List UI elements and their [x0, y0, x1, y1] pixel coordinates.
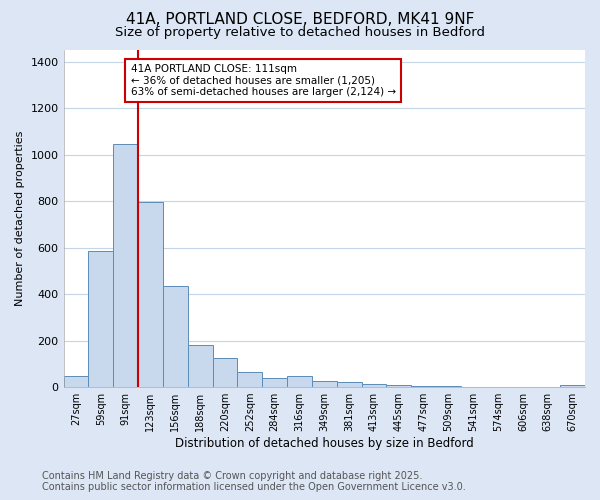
- Bar: [560, 385, 585, 387]
- X-axis label: Distribution of detached houses by size in Bedford: Distribution of detached houses by size …: [175, 437, 473, 450]
- Bar: [362, 384, 386, 387]
- Text: Size of property relative to detached houses in Bedford: Size of property relative to detached ho…: [115, 26, 485, 39]
- Bar: [138, 202, 163, 387]
- Bar: [212, 358, 238, 387]
- Text: Contains HM Land Registry data © Crown copyright and database right 2025.
Contai: Contains HM Land Registry data © Crown c…: [42, 471, 466, 492]
- Bar: [337, 382, 362, 387]
- Bar: [386, 385, 411, 387]
- Bar: [188, 345, 212, 387]
- Bar: [88, 251, 113, 387]
- Bar: [312, 382, 337, 387]
- Bar: [287, 376, 312, 387]
- Bar: [64, 376, 88, 387]
- Bar: [163, 286, 188, 387]
- Bar: [238, 372, 262, 387]
- Bar: [411, 386, 436, 387]
- Y-axis label: Number of detached properties: Number of detached properties: [15, 131, 25, 306]
- Bar: [436, 386, 461, 387]
- Bar: [113, 144, 138, 387]
- Bar: [262, 378, 287, 387]
- Text: 41A PORTLAND CLOSE: 111sqm
← 36% of detached houses are smaller (1,205)
63% of s: 41A PORTLAND CLOSE: 111sqm ← 36% of deta…: [131, 64, 396, 97]
- Text: 41A, PORTLAND CLOSE, BEDFORD, MK41 9NF: 41A, PORTLAND CLOSE, BEDFORD, MK41 9NF: [126, 12, 474, 28]
